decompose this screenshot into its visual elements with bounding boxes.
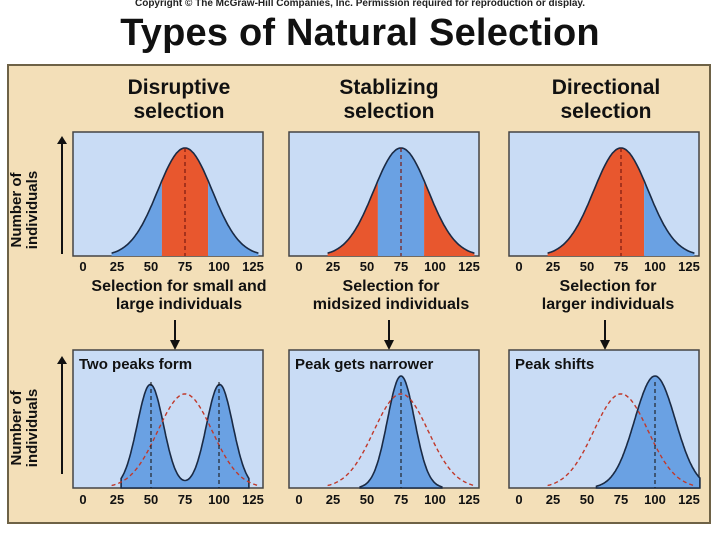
x-tick-label: 100 bbox=[644, 492, 666, 507]
y-axis-label-bottom: Number of individuals bbox=[8, 388, 41, 468]
x-tick-label: 25 bbox=[109, 492, 125, 507]
original-distribution-dashed bbox=[111, 393, 259, 487]
x-tick-label: 125 bbox=[458, 259, 480, 274]
x-tick-label: 25 bbox=[545, 259, 561, 274]
x-tick-label: 100 bbox=[424, 492, 446, 507]
favored-region bbox=[111, 180, 162, 256]
plot-disruptive-before bbox=[72, 131, 264, 257]
plot-stabilizing-after: Peak gets narrower bbox=[288, 349, 480, 489]
caption-stabilizing: Selection for midsized individuals bbox=[312, 278, 470, 313]
column-title-directional: Directional selection bbox=[551, 76, 661, 123]
x-tick-label: 75 bbox=[177, 492, 193, 507]
x-tick-label: 50 bbox=[359, 492, 375, 507]
favored-region bbox=[208, 180, 259, 256]
result-distribution bbox=[120, 383, 250, 489]
down-arrow-stabilizing bbox=[384, 320, 394, 350]
x-tick-label: 0 bbox=[295, 259, 303, 274]
plot-stabilizing-before bbox=[288, 131, 480, 257]
x-tick-label: 75 bbox=[393, 492, 409, 507]
plot-directional-before bbox=[508, 131, 700, 257]
x-tick-label: 75 bbox=[177, 259, 193, 274]
x-tick-label: 125 bbox=[242, 492, 264, 507]
plot-disruptive-after: Two peaks form bbox=[72, 349, 264, 489]
copyright-notice: Copyright © The McGraw-Hill Companies, I… bbox=[134, 0, 586, 9]
caption-disruptive: Selection for small and large individuals bbox=[91, 278, 267, 313]
x-tick-label: 125 bbox=[458, 492, 480, 507]
x-tick-label: 50 bbox=[359, 259, 375, 274]
down-arrow-disruptive bbox=[170, 320, 180, 350]
x-tick-label: 75 bbox=[613, 259, 629, 274]
x-tick-label: 100 bbox=[644, 259, 666, 274]
down-arrow-directional bbox=[600, 320, 610, 350]
x-tick-label: 0 bbox=[515, 492, 523, 507]
x-tick-label: 50 bbox=[143, 259, 159, 274]
x-tick-label: 25 bbox=[109, 259, 125, 274]
result-label: Peak shifts bbox=[515, 356, 594, 373]
x-tick-label: 0 bbox=[515, 259, 523, 274]
x-tick-label: 100 bbox=[424, 259, 446, 274]
original-distribution-dashed bbox=[327, 393, 475, 487]
result-label: Peak gets narrower bbox=[295, 356, 434, 373]
x-tick-label: 0 bbox=[79, 259, 87, 274]
x-tick-label: 100 bbox=[208, 492, 230, 507]
x-tick-label: 25 bbox=[325, 492, 341, 507]
selected-against-region bbox=[547, 148, 645, 256]
favored-region bbox=[377, 148, 425, 256]
y-axis-arrow-top bbox=[57, 136, 67, 254]
x-tick-label: 0 bbox=[79, 492, 87, 507]
y-axis-label-top: Number of individuals bbox=[8, 170, 41, 250]
favored-region bbox=[644, 180, 695, 256]
plot-directional-after: Peak shifts bbox=[508, 349, 701, 489]
figure-panel: Disruptive selection Stablizing selection … bbox=[7, 64, 711, 524]
selected-against-region bbox=[327, 180, 378, 256]
x-tick-label: 100 bbox=[208, 259, 230, 274]
result-label: Two peaks form bbox=[79, 356, 192, 373]
x-tick-label: 50 bbox=[579, 492, 595, 507]
y-axis-arrow-bottom bbox=[57, 356, 67, 474]
x-tick-label: 125 bbox=[242, 259, 264, 274]
original-distribution-dashed bbox=[547, 393, 695, 487]
x-tick-label: 75 bbox=[613, 492, 629, 507]
page-title: Types of Natural Selection bbox=[120, 12, 600, 54]
x-tick-label: 50 bbox=[143, 492, 159, 507]
x-tick-label: 125 bbox=[678, 492, 700, 507]
x-tick-label: 50 bbox=[579, 259, 595, 274]
x-tick-label: 25 bbox=[545, 492, 561, 507]
selected-against-region bbox=[424, 180, 475, 256]
x-tick-label: 125 bbox=[678, 259, 700, 274]
column-title-disruptive: Disruptive selection bbox=[127, 76, 231, 123]
x-tick-label: 0 bbox=[295, 492, 303, 507]
x-tick-label: 25 bbox=[325, 259, 341, 274]
x-tick-label: 75 bbox=[393, 259, 409, 274]
column-title-stabilizing: Stablizing selection bbox=[339, 76, 439, 123]
selected-against-region bbox=[161, 148, 209, 256]
caption-directional: Selection for larger individuals bbox=[541, 278, 675, 313]
